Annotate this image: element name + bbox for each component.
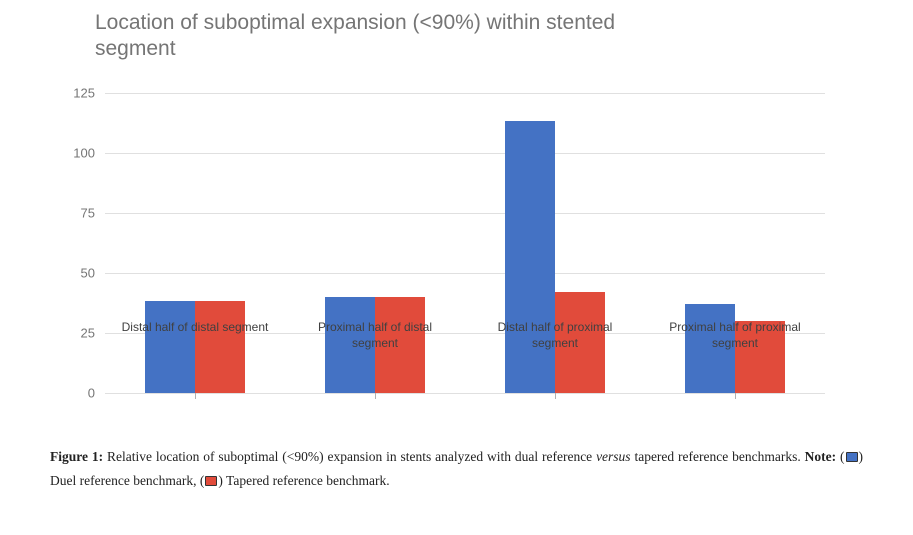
legend-swatch-2 xyxy=(205,476,217,486)
bar-group xyxy=(476,121,634,392)
caption-italic: versus xyxy=(596,449,631,464)
x-axis-labels: Distal half of distal segment Proximal ha… xyxy=(105,310,825,351)
chart-title: Location of suboptimal expansion (<90%) … xyxy=(65,10,685,63)
caption-text-1: Relative location of suboptimal (<90%) e… xyxy=(103,449,596,464)
y-tick-label: 100 xyxy=(60,145,95,160)
y-tick-label: 25 xyxy=(60,325,95,340)
chart-container: Location of suboptimal expansion (<90%) … xyxy=(65,10,865,393)
gridline xyxy=(105,393,825,394)
x-axis-label: Proximal half of distal segment xyxy=(296,310,454,351)
y-tick-label: 125 xyxy=(60,85,95,100)
x-tick xyxy=(195,393,196,399)
caption-note: Note: xyxy=(805,449,836,464)
y-tick-label: 50 xyxy=(60,265,95,280)
x-tick xyxy=(555,393,556,399)
y-tick-label: 0 xyxy=(60,385,95,400)
bar xyxy=(505,121,555,392)
caption-text-2: tapered reference benchmarks. xyxy=(631,449,805,464)
x-axis-label: Proximal half of proximal segment xyxy=(656,310,814,351)
caption-note-open: ( xyxy=(836,449,844,464)
x-axis-label: Distal half of distal segment xyxy=(116,310,274,351)
caption-legend-2: ) Tapered reference benchmark. xyxy=(218,473,389,488)
y-axis: 0255075100125 xyxy=(65,93,100,393)
legend-swatch-1 xyxy=(846,452,858,462)
x-tick xyxy=(375,393,376,399)
figure-caption: Figure 1: Relative location of suboptima… xyxy=(50,445,863,494)
x-axis-label: Distal half of proximal segment xyxy=(476,310,634,351)
y-tick-label: 75 xyxy=(60,205,95,220)
caption-prefix: Figure 1: xyxy=(50,449,103,464)
x-tick xyxy=(735,393,736,399)
